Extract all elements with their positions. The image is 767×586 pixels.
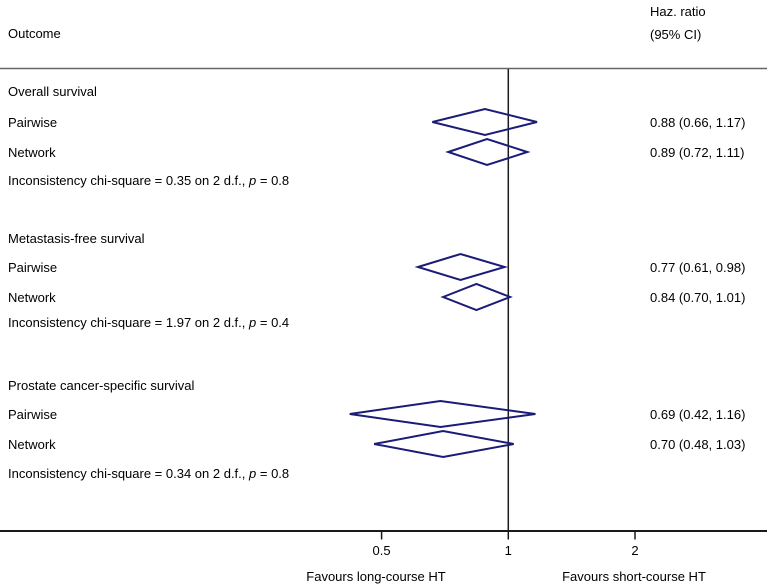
hr-value: 0.84 (0.70, 1.01) <box>650 290 746 305</box>
inconsistency-note: Inconsistency chi-square = 1.97 on 2 d.f… <box>8 315 289 331</box>
hr-column-header-line2: (95% CI) <box>650 27 702 42</box>
group-header-metastasis-free-survival: Metastasis-free survival <box>8 231 145 246</box>
row-label-pairwise: Pairwise <box>8 260 58 275</box>
hr-value: 0.88 (0.66, 1.17) <box>650 115 746 130</box>
group-header-prostate-cancer-specific-survival: Prostate cancer-specific survival <box>8 378 195 393</box>
outcome-column-header: Outcome <box>8 26 61 41</box>
p-symbol: p <box>249 466 257 481</box>
hr-value: 0.89 (0.72, 1.11) <box>650 145 745 160</box>
axis-tick-label: 2 <box>631 543 639 558</box>
pooled-estimate-diamond <box>445 137 531 167</box>
row-label-pairwise: Pairwise <box>8 407 58 422</box>
hr-column-header-line1: Haz. ratio <box>650 4 706 19</box>
inconsistency-pvalue: = 0.8 <box>256 173 290 188</box>
axis-tick-label: 1 <box>504 543 512 558</box>
row-label-network: Network <box>8 290 56 305</box>
pooled-estimate-diamond <box>414 252 509 282</box>
inconsistency-text: Inconsistency chi-square = 1.97 on 2 d.f… <box>8 315 250 330</box>
axis-tick-label: 0.5 <box>372 543 391 558</box>
pooled-estimate-diamond <box>349 399 536 429</box>
p-symbol: p <box>249 315 257 330</box>
row-label-network: Network <box>8 437 56 452</box>
row-label-network: Network <box>8 145 56 160</box>
pooled-estimate-diamond <box>432 107 538 137</box>
inconsistency-text: Inconsistency chi-square = 0.34 on 2 d.f… <box>8 466 250 481</box>
favours-left-label: Favours long-course HT <box>306 569 446 584</box>
hr-value: 0.69 (0.42, 1.16) <box>650 407 746 422</box>
row-label-pairwise: Pairwise <box>8 115 58 130</box>
group-header-overall-survival: Overall survival <box>8 84 97 99</box>
inconsistency-text: Inconsistency chi-square = 0.35 on 2 d.f… <box>8 173 250 188</box>
inconsistency-note: Inconsistency chi-square = 0.35 on 2 d.f… <box>8 173 289 189</box>
favours-right-label: Favours short-course HT <box>562 569 706 584</box>
pooled-estimate-diamond <box>373 429 514 459</box>
hr-value: 0.77 (0.61, 0.98) <box>650 260 746 275</box>
hr-value: 0.70 (0.48, 1.03) <box>650 437 746 452</box>
pooled-estimate-diamond <box>440 282 513 312</box>
inconsistency-pvalue: = 0.4 <box>256 315 290 330</box>
inconsistency-pvalue: = 0.8 <box>256 466 290 481</box>
p-symbol: p <box>249 173 257 188</box>
inconsistency-note: Inconsistency chi-square = 0.34 on 2 d.f… <box>8 466 289 482</box>
